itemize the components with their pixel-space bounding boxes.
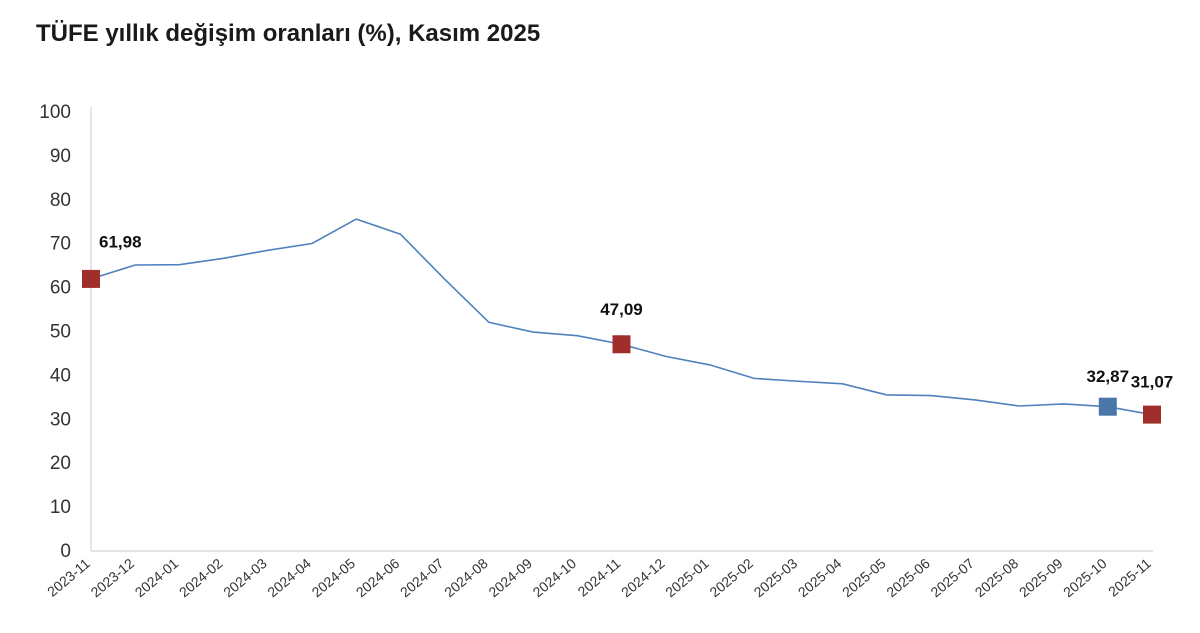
svg-text:2025-04: 2025-04 (795, 555, 845, 600)
svg-text:2025-11: 2025-11 (1105, 555, 1154, 600)
svg-text:2025-09: 2025-09 (1016, 555, 1066, 600)
svg-text:2024-05: 2024-05 (309, 555, 359, 600)
svg-text:20: 20 (50, 453, 71, 474)
svg-text:2024-01: 2024-01 (132, 555, 182, 600)
svg-text:2024-12: 2024-12 (618, 555, 668, 600)
svg-text:2025-01: 2025-01 (662, 555, 712, 600)
svg-text:2024-09: 2024-09 (485, 555, 535, 600)
svg-text:2024-06: 2024-06 (353, 555, 403, 600)
svg-text:2025-08: 2025-08 (972, 555, 1022, 600)
svg-text:2025-10: 2025-10 (1060, 555, 1110, 600)
svg-text:2025-02: 2025-02 (706, 555, 756, 600)
svg-text:2024-08: 2024-08 (441, 555, 491, 600)
svg-text:70: 70 (50, 234, 71, 255)
svg-text:2024-11: 2024-11 (575, 555, 624, 600)
svg-text:50: 50 (50, 322, 71, 343)
svg-text:0: 0 (60, 541, 71, 562)
svg-text:2024-10: 2024-10 (530, 555, 580, 600)
svg-text:47,09: 47,09 (600, 300, 643, 319)
svg-text:2025-05: 2025-05 (839, 555, 889, 600)
svg-text:2024-02: 2024-02 (176, 555, 226, 600)
svg-text:32,87: 32,87 (1087, 367, 1130, 386)
svg-text:2024-03: 2024-03 (220, 555, 270, 600)
svg-text:2024-04: 2024-04 (264, 555, 314, 600)
svg-text:40: 40 (50, 365, 71, 386)
svg-text:31,07: 31,07 (1131, 373, 1174, 392)
svg-text:61,98: 61,98 (99, 233, 142, 252)
svg-text:2025-07: 2025-07 (927, 555, 977, 600)
svg-text:2025-06: 2025-06 (883, 555, 933, 600)
svg-text:2024-07: 2024-07 (397, 555, 447, 600)
svg-text:30: 30 (50, 409, 71, 430)
svg-text:100: 100 (39, 102, 71, 123)
svg-text:90: 90 (50, 146, 71, 167)
svg-text:2025-03: 2025-03 (751, 555, 801, 600)
svg-text:2023-12: 2023-12 (87, 555, 137, 600)
svg-text:80: 80 (50, 190, 71, 211)
svg-text:10: 10 (50, 497, 71, 518)
svg-text:60: 60 (50, 278, 71, 299)
